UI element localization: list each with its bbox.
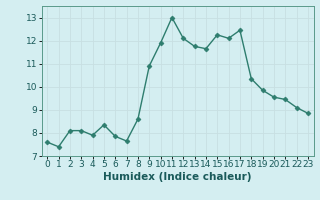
X-axis label: Humidex (Indice chaleur): Humidex (Indice chaleur) — [103, 172, 252, 182]
